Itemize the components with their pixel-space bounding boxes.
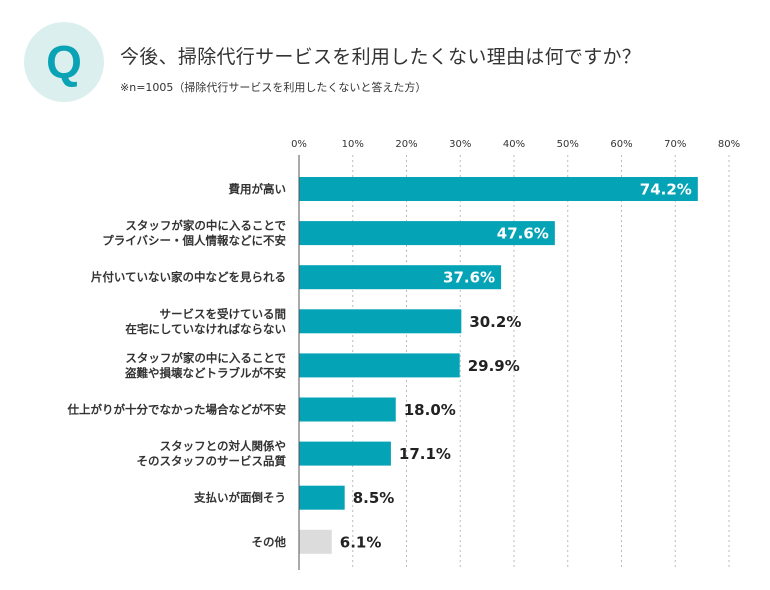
x-tick-label: 70%	[664, 139, 686, 150]
category-label: 支払いが面倒そう	[193, 491, 286, 505]
question-letter: Q	[46, 36, 82, 88]
category-label: そのスタッフのサービス品質	[137, 454, 287, 468]
bar	[299, 177, 698, 201]
category-label: スタッフが家の中に入ることで	[125, 351, 286, 365]
x-tick-label: 40%	[503, 139, 525, 150]
bar	[299, 353, 460, 378]
category-label: 在宅にしていなければならない	[125, 322, 286, 336]
bar	[299, 485, 345, 510]
bar	[299, 529, 332, 554]
category-label: 仕上がりが十分でなかった場合などが不安	[67, 403, 287, 417]
question-badge: Q	[24, 22, 104, 102]
category-label: スタッフとの対人関係や	[160, 439, 286, 453]
page-title: 今後、掃除代行サービスを利用したくない理由は何ですか？	[120, 46, 642, 68]
category-label: プライバシー・個人情報などに不安	[102, 234, 286, 248]
data-label: 6.1%	[340, 533, 382, 551]
x-tick-label: 30%	[449, 139, 471, 150]
x-tick-label: 10%	[342, 139, 364, 150]
category-label: 盗難や損壊などトラブルが不安	[125, 366, 286, 380]
x-tick-label: 60%	[610, 139, 632, 150]
data-label: 47.6%	[497, 225, 549, 243]
category-label: 費用が高い	[229, 182, 287, 196]
x-tick-label: 0%	[291, 139, 307, 150]
bar	[299, 221, 555, 246]
data-label: 17.1%	[399, 445, 451, 463]
category-label: その他	[252, 535, 287, 549]
data-label: 37.6%	[443, 269, 495, 287]
category-label: スタッフが家の中に入ることで	[125, 219, 286, 233]
x-tick-label: 20%	[395, 139, 417, 150]
data-label: 30.2%	[469, 313, 521, 331]
bar	[299, 397, 396, 422]
data-label: 29.9%	[468, 357, 520, 375]
category-label: 片付いていない家の中などを見られる	[91, 270, 286, 284]
category-label: サービスを受けている間	[160, 307, 287, 321]
bar	[299, 309, 462, 334]
x-tick-label: 50%	[557, 139, 579, 150]
data-label: 8.5%	[353, 489, 395, 507]
data-label: 74.2%	[640, 181, 692, 199]
data-label: 18.0%	[404, 401, 456, 419]
bar	[299, 441, 391, 466]
x-tick-label: 80%	[718, 139, 740, 150]
sample-note: ※n=1005（掃除代行サービスを利用したくないと答えた方）	[120, 81, 427, 94]
bar	[299, 265, 502, 290]
